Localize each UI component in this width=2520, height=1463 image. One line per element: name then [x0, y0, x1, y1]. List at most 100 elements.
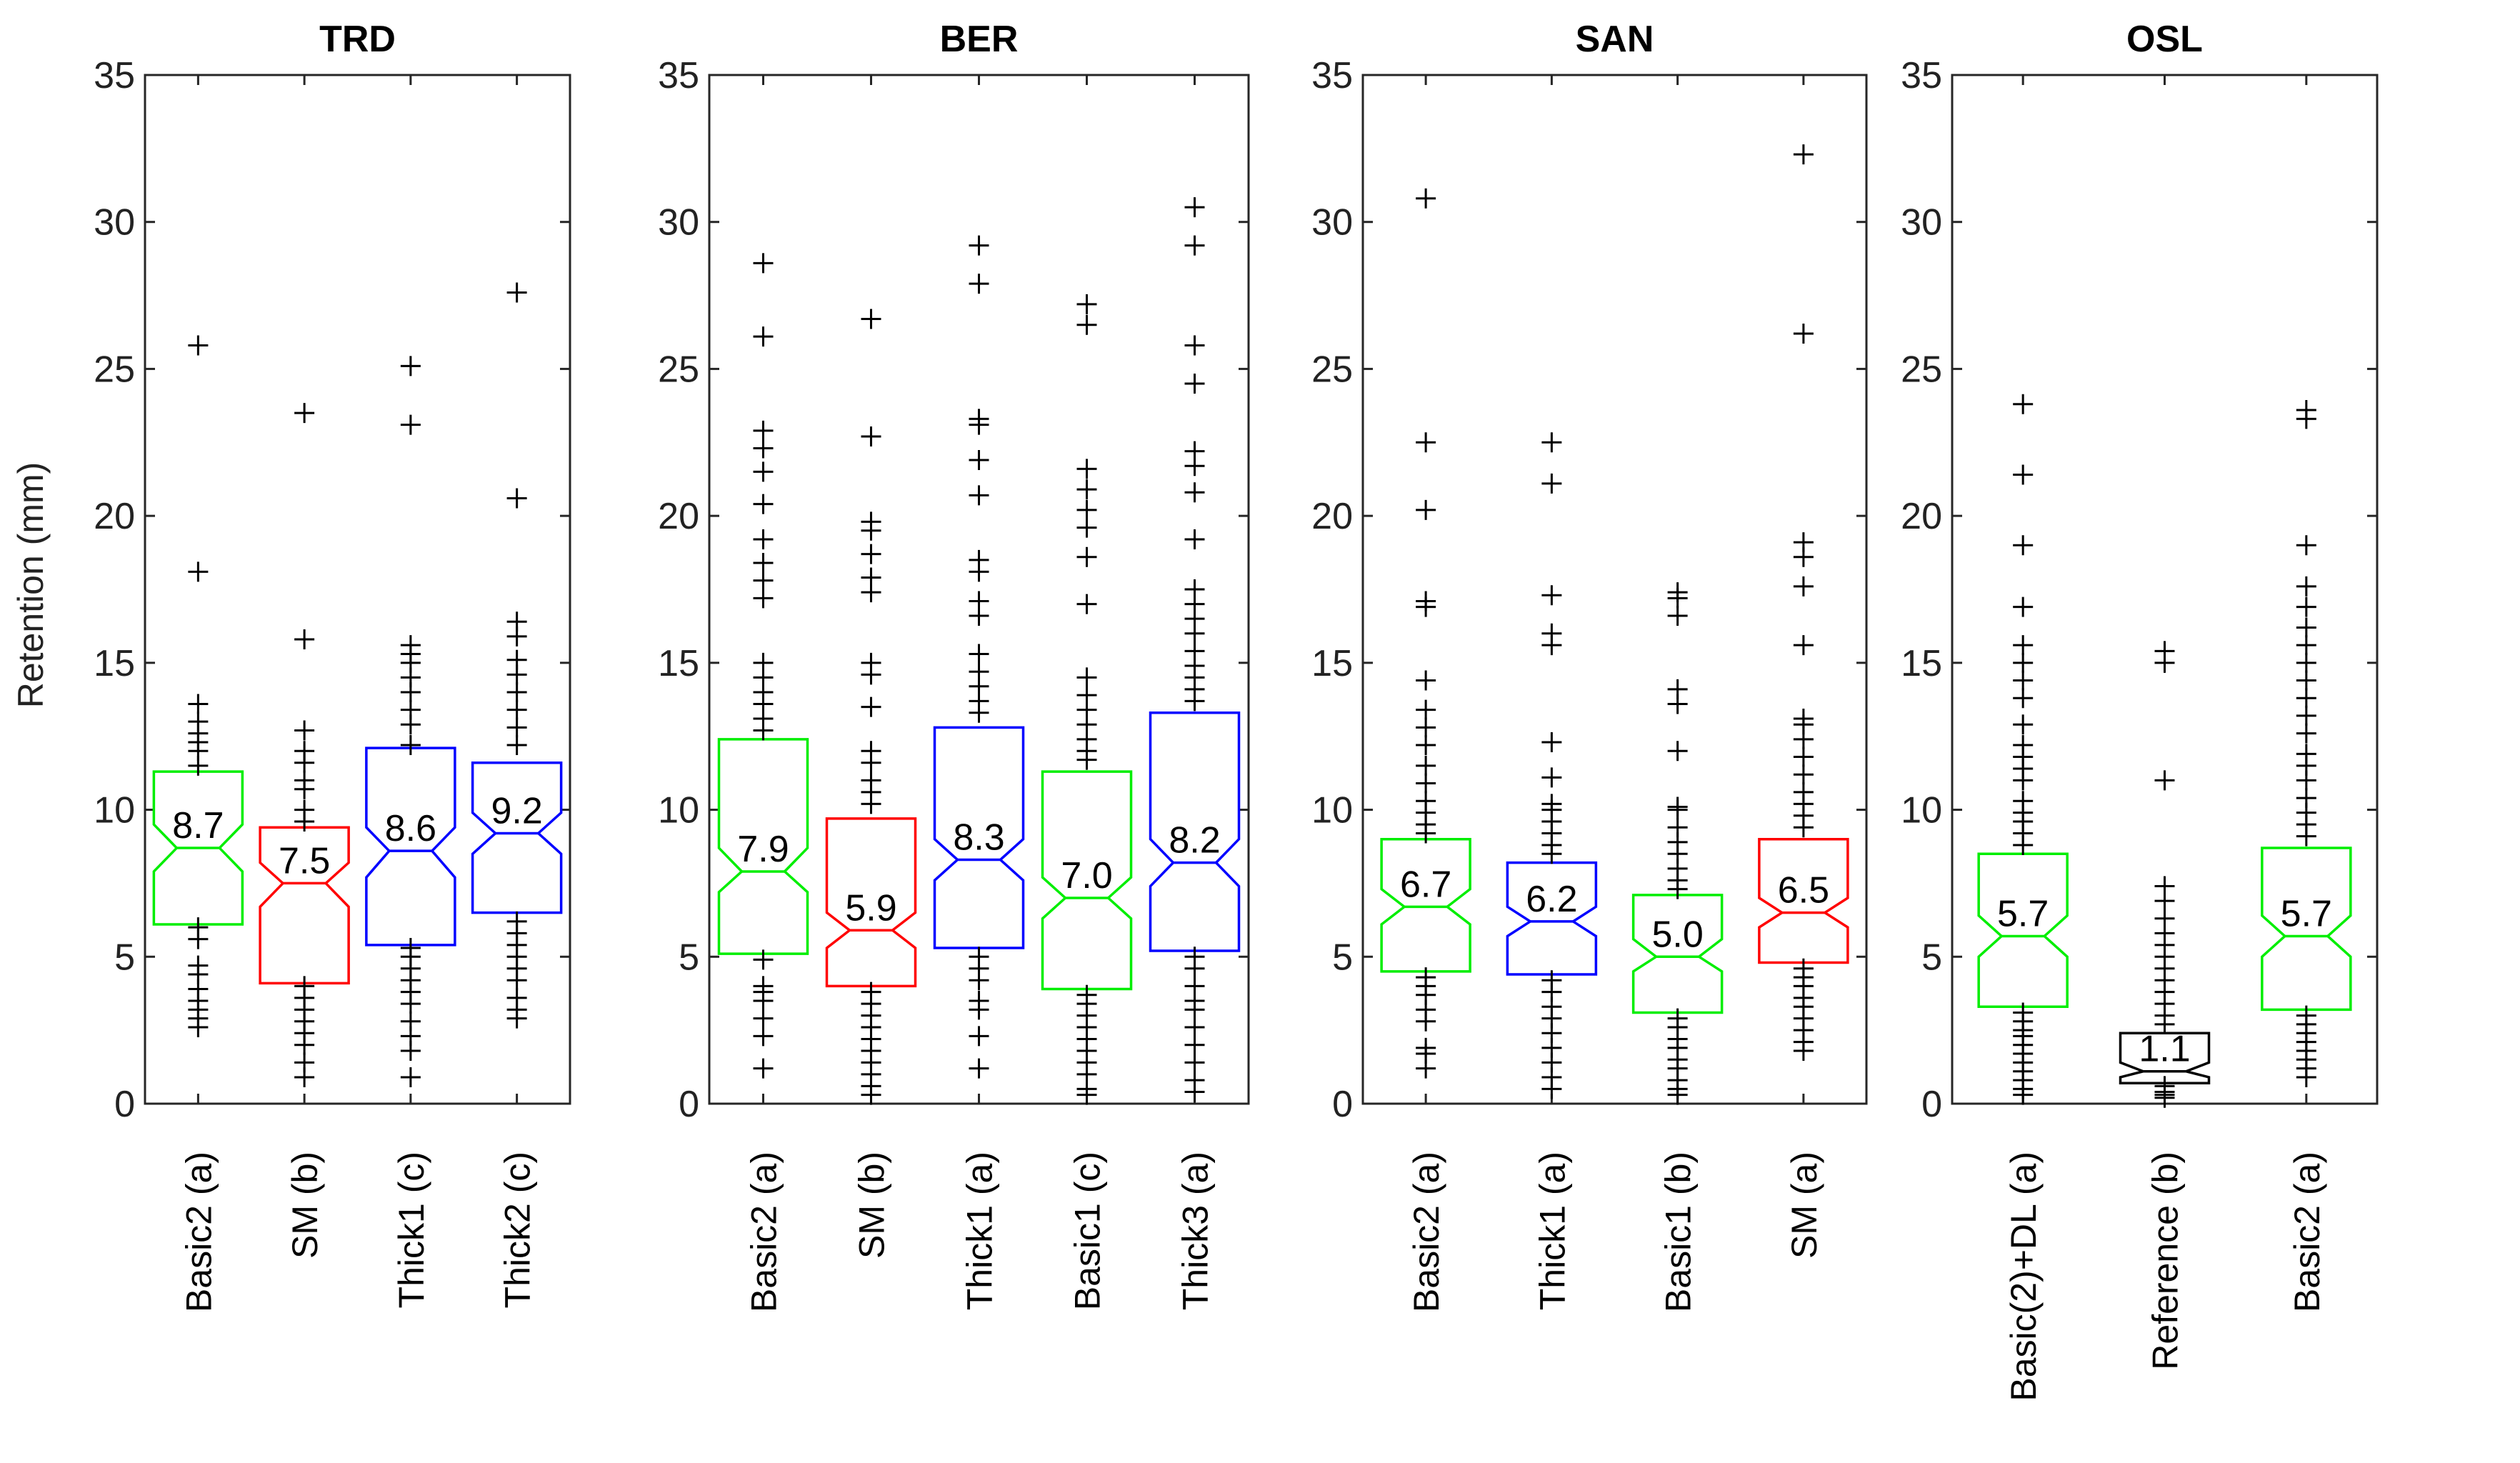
outlier-point [1184, 235, 1205, 256]
box-basic2-a: 8.7 Basic2 (a) [152, 75, 244, 1312]
y-tick-label: 15 [658, 643, 699, 684]
outlier-point [1667, 588, 1688, 609]
outlier-point [969, 274, 989, 294]
panel-osl: OSL 0 5 10 15 20 25 30 35 5.7 Basic(2)+DL (a) 1.1 Re… [1901, 19, 2379, 1402]
box-basic1-c: 7.0 Basic1 (c) [1041, 75, 1133, 1310]
outlier-point [1793, 144, 1814, 165]
box-reference-b: 1.1 Reference (b) [2119, 75, 2211, 1370]
outlier-point [294, 629, 315, 649]
outlier-point [1184, 623, 1205, 644]
median-label: 8.2 [1169, 820, 1220, 862]
outlier-point [969, 970, 989, 991]
outlier-point [1541, 732, 1562, 752]
outlier-point [1184, 691, 1205, 711]
box-body [1041, 770, 1133, 991]
y-tick-label: 30 [94, 202, 135, 244]
outlier-point [2013, 596, 2034, 617]
outlier-point [2296, 576, 2316, 596]
box-thick1-c: 8.6 Thick1 (c) [365, 75, 456, 1308]
outlier-point [861, 696, 881, 717]
box-body [717, 738, 809, 955]
outlier-point [969, 1026, 989, 1047]
panel-title: TRD [319, 19, 396, 60]
box-basic2-a: 7.9 Basic2 (a) [717, 75, 809, 1312]
outlier-point [861, 426, 881, 447]
box-thick1-a: 8.3 Thick1 (a) [933, 75, 1025, 1310]
outlier-point [753, 253, 774, 274]
median-label: 7.5 [279, 840, 330, 882]
outlier-point [969, 235, 989, 256]
outlier-point [2296, 723, 2316, 744]
y-tick-label: 5 [1921, 937, 1942, 978]
outlier-point [1184, 1052, 1205, 1073]
outlier-point [1184, 456, 1205, 476]
outlier-point [1793, 747, 1814, 767]
outlier-point [1076, 314, 1097, 335]
outlier-point [969, 606, 989, 626]
outlier-point [1541, 473, 1562, 494]
outlier-point [2013, 1084, 2034, 1105]
outlier-point [861, 544, 881, 564]
outlier-point [2154, 1014, 2175, 1034]
outlier-point [1184, 529, 1205, 550]
outlier-point [1076, 459, 1097, 479]
y-tick-label: 20 [1311, 496, 1353, 537]
median-label: 6.2 [1526, 879, 1577, 920]
box-body [259, 826, 350, 985]
outlier-point [1076, 749, 1097, 770]
outlier-point [1416, 1011, 1436, 1032]
outlier-point [1793, 1040, 1814, 1061]
outlier-point [753, 588, 774, 609]
box-basic-2-dl-a: 5.7 Basic(2)+DL (a) [1977, 75, 2069, 1402]
box-sm-b: 7.5 SM (b) [259, 75, 350, 1259]
panel-title: BER [940, 19, 1019, 60]
median-label: 5.0 [1651, 914, 1703, 955]
outlier-point [1184, 958, 1205, 979]
outlier-point [1416, 735, 1436, 756]
outlier-point [1667, 799, 1688, 820]
y-tick-label: 20 [1901, 496, 1942, 537]
outlier-point [1416, 432, 1436, 453]
outlier-point [400, 714, 421, 735]
outlier-point [294, 403, 315, 424]
outlier-point [506, 282, 527, 303]
outlier-point [506, 682, 527, 702]
category-label: Basic1 (b) [1659, 1152, 1699, 1312]
box-body [1977, 852, 2069, 1008]
outlier-point [2154, 1087, 2175, 1108]
outlier-point [969, 702, 989, 723]
box-body [1758, 837, 1849, 964]
outlier-point [753, 720, 774, 741]
outlier-point [1793, 576, 1814, 596]
y-tick-label: 10 [94, 790, 135, 832]
outlier-point [1667, 741, 1688, 762]
outlier-point [294, 812, 315, 832]
axes-frame [1361, 74, 1868, 1105]
outlier-point [400, 1067, 421, 1087]
outlier-point [188, 694, 209, 714]
y-tick-label: 15 [1901, 643, 1942, 684]
category-label: Thick1 (c) [391, 1152, 431, 1308]
category-label: Basic(2)+DL (a) [2004, 1152, 2044, 1402]
outlier-point [506, 1008, 527, 1029]
outlier-point [753, 552, 774, 573]
panels-layer: TRD 0 5 10 15 20 25 30 35 8.7 Basic2 (a) 7.5 SM (b) 8… [94, 19, 2379, 1402]
y-tick-label: 25 [658, 349, 699, 390]
outlier-point [861, 1084, 881, 1105]
y-tick-label: 25 [1901, 349, 1942, 390]
box-thick3-a: 8.2 Thick3 (a) [1149, 75, 1241, 1310]
outlier-point [1076, 499, 1097, 520]
outlier-point [188, 929, 209, 949]
outlier-point [2013, 652, 2034, 673]
y-tick-label: 5 [1332, 937, 1353, 978]
y-tick-label: 0 [1921, 1084, 1942, 1125]
box-body [933, 726, 1025, 949]
outlier-point [294, 720, 315, 741]
outlier-point [294, 752, 315, 773]
category-label: Basic2 (a) [744, 1152, 784, 1312]
box-thick2-c: 9.2 Thick2 (c) [471, 75, 563, 1308]
y-axis-label: Retention (mm) [11, 462, 51, 709]
outlier-point [2154, 891, 2175, 912]
y-tick-label: 35 [94, 55, 135, 96]
outlier-point [506, 735, 527, 756]
